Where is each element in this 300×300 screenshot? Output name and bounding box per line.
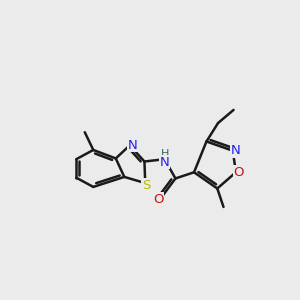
Text: O: O <box>153 193 164 206</box>
Text: N: N <box>128 139 138 152</box>
Text: N: N <box>231 144 241 157</box>
Text: H: H <box>160 149 169 159</box>
Text: S: S <box>142 179 150 192</box>
Text: O: O <box>234 166 244 179</box>
Text: N: N <box>160 156 170 169</box>
